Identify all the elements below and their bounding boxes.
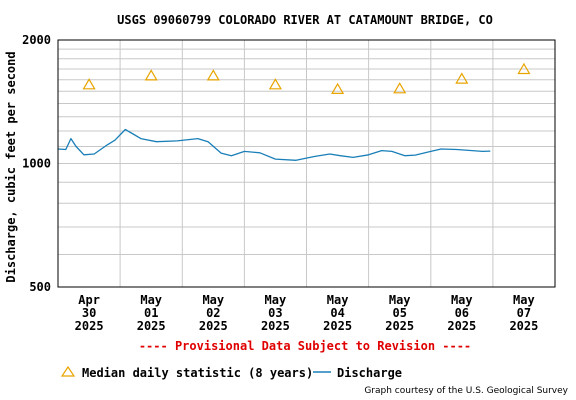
- x-tick-label: 2025: [261, 319, 290, 333]
- data-layer: [57, 62, 531, 161]
- x-tick-label: 01: [144, 306, 158, 320]
- x-tick-label: 2025: [385, 319, 414, 333]
- x-tick-label: 04: [330, 306, 344, 320]
- x-tick-label: 2025: [199, 319, 228, 333]
- median-marker: [206, 69, 220, 81]
- x-tick-label: May: [327, 293, 349, 307]
- discharge-line: [57, 128, 491, 161]
- chart-title: USGS 09060799 COLORADO RIVER AT CATAMOUN…: [117, 13, 493, 27]
- y-tick-label: 1000: [22, 157, 51, 171]
- x-tick-label: May: [451, 293, 473, 307]
- x-tick-label: 2025: [75, 319, 104, 333]
- x-tick-label: May: [202, 293, 224, 307]
- median-marker: [393, 82, 407, 94]
- plot-frame: [57, 39, 556, 288]
- x-tick-label: 2025: [137, 319, 166, 333]
- x-tick-label: May: [140, 293, 162, 307]
- x-tick-label: 2025: [323, 319, 352, 333]
- grid-lines: [58, 40, 555, 287]
- provisional-notice: ---- Provisional Data Subject to Revisio…: [139, 339, 471, 353]
- legend-discharge-label: Discharge: [337, 366, 402, 380]
- x-tick-label: 03: [268, 306, 282, 320]
- x-tick-label: 02: [206, 306, 220, 320]
- y-tick-label: 500: [29, 280, 51, 294]
- usgs-credit: Graph courtesy of the U.S. Geological Su…: [364, 386, 568, 396]
- y-tick-label: 2000: [22, 33, 51, 47]
- legend-median-label: Median daily statistic (8 years): [82, 366, 313, 380]
- x-tick-label: 2025: [509, 319, 538, 333]
- x-tick-label: May: [389, 293, 411, 307]
- median-marker: [144, 69, 158, 81]
- legend-median-marker: [60, 365, 76, 377]
- x-tick-label: 07: [517, 306, 531, 320]
- legend: Median daily statistic (8 years) Dischar…: [60, 365, 402, 380]
- x-tick-label: 30: [82, 306, 96, 320]
- median-marker: [455, 72, 469, 84]
- x-tick-label: May: [265, 293, 287, 307]
- x-tick-label: 06: [455, 306, 469, 320]
- axis-labels: 50010002000Apr302025May012025May022025Ma…: [22, 33, 538, 333]
- median-marker: [268, 78, 282, 90]
- y-axis-label: Discharge, cubic feet per second: [4, 51, 18, 282]
- x-tick-label: Apr: [78, 293, 100, 307]
- median-marker: [331, 82, 345, 95]
- median-marker: [82, 78, 96, 90]
- x-tick-label: May: [513, 293, 535, 307]
- x-tick-label: 05: [392, 306, 406, 320]
- median-marker: [517, 62, 531, 75]
- x-tick-label: 2025: [447, 319, 476, 333]
